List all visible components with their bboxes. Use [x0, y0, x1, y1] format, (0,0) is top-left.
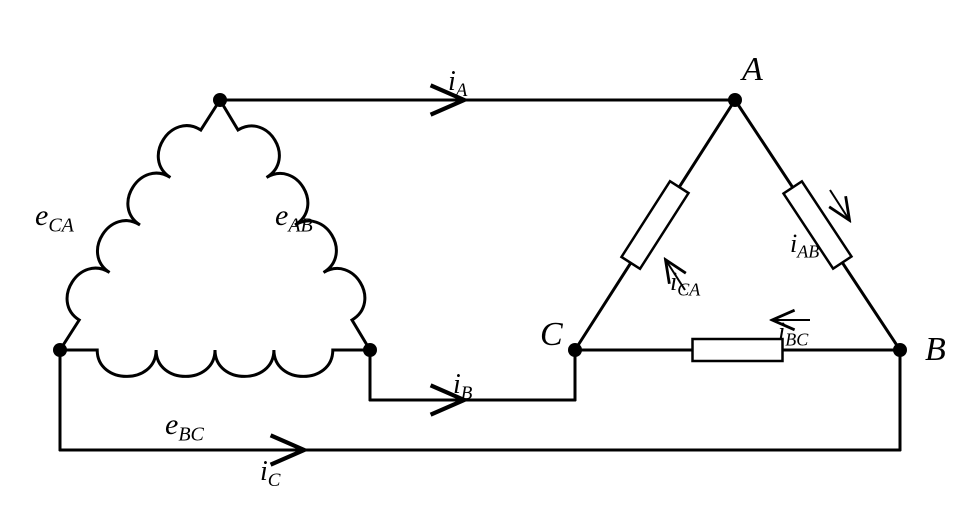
label-A: A: [740, 51, 763, 88]
label-B: B: [925, 331, 946, 368]
arrow-iAB: [830, 190, 848, 218]
label-iA: iA: [448, 66, 468, 101]
label-iC: iC: [260, 456, 281, 491]
label-iBC: iBC: [778, 317, 809, 350]
label-iCA: iCA: [670, 267, 701, 300]
label-iB: iB: [453, 369, 473, 404]
inductor: [60, 350, 370, 376]
label-C: C: [540, 316, 563, 353]
resistor: [621, 181, 688, 269]
resistor: [693, 339, 783, 361]
inductor: [60, 100, 220, 350]
label-eCA: eCA: [35, 199, 75, 237]
label-eBC: eBC: [165, 408, 205, 446]
